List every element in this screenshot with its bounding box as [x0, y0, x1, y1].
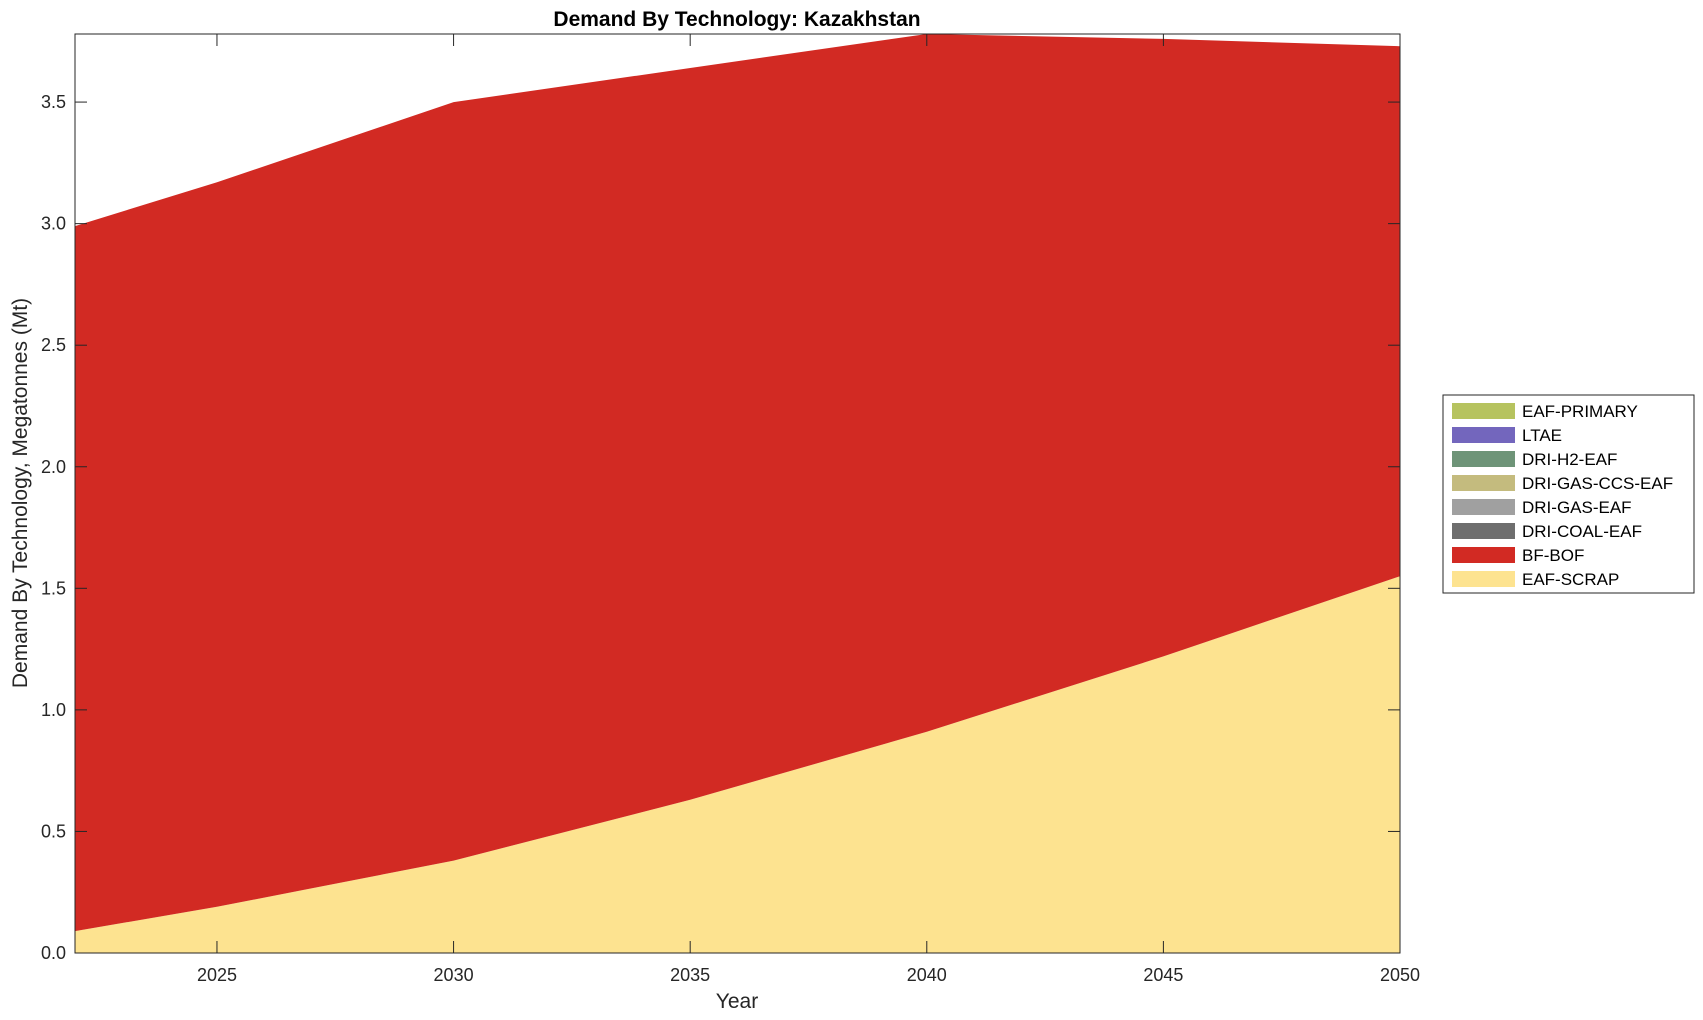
legend-swatch-bf-bof — [1452, 547, 1515, 563]
legend-swatch-dri-h2-eaf — [1452, 451, 1515, 467]
x-tick-label: 2045 — [1143, 965, 1183, 985]
y-tick-label: 0.0 — [41, 943, 66, 963]
y-tick-label: 3.0 — [41, 214, 66, 234]
y-tick-label: 0.5 — [41, 821, 66, 841]
y-axis-title: Demand By Technology, Megatonnes (Mt) — [9, 298, 32, 688]
legend-label-eaf-scrap: EAF-SCRAP — [1522, 570, 1619, 589]
x-tick-label: 2040 — [907, 965, 947, 985]
y-tick-label: 2.5 — [41, 335, 66, 355]
y-tick-label: 1.5 — [41, 578, 66, 598]
y-axis: 0.0 0.5 1.0 1.5 2.0 2.5 3.0 3.5 — [41, 92, 1400, 963]
legend-label-dri-coal-eaf: DRI-COAL-EAF — [1522, 522, 1642, 541]
y-tick-label: 1.0 — [41, 700, 66, 720]
plot-frame — [74, 33, 1401, 954]
legend-swatch-dri-coal-eaf — [1452, 523, 1515, 539]
chart-title: Demand By Technology: Kazakhstan — [553, 8, 920, 31]
x-axis-title: Year — [716, 990, 758, 1013]
legend-items: EAF-PRIMARY LTAE DRI-H2-EAF DRI-GAS-CCS-EAF… — [1452, 402, 1673, 589]
x-tick-label: 2035 — [670, 965, 710, 985]
legend-swatch-ltae — [1452, 427, 1515, 443]
area-bf-bof — [75, 34, 1400, 932]
legend-label-ltae: LTAE — [1522, 426, 1562, 445]
area-series-group — [75, 34, 1400, 953]
area-eaf-scrap — [75, 576, 1400, 953]
y-tick-label: 2.0 — [41, 457, 66, 477]
legend-label-dri-h2-eaf: DRI-H2-EAF — [1522, 450, 1617, 469]
legend-label-bf-bof: BF-BOF — [1522, 546, 1584, 565]
y-tick-label: 3.5 — [41, 92, 66, 112]
legend-swatch-dri-gas-eaf — [1452, 499, 1515, 515]
legend-swatch-dri-gas-ccs-eaf — [1452, 475, 1515, 491]
x-axis: 2025 2030 2035 2040 2045 2050 — [197, 34, 1420, 985]
legend: EAF-PRIMARY LTAE DRI-H2-EAF DRI-GAS-CCS-EAF… — [1442, 394, 1695, 594]
legend-swatch-eaf-primary — [1452, 403, 1515, 419]
legend-label-eaf-primary: EAF-PRIMARY — [1522, 402, 1638, 421]
legend-swatch-eaf-scrap — [1452, 571, 1515, 587]
legend-label-dri-gas-eaf: DRI-GAS-EAF — [1522, 498, 1632, 517]
legend-label-dri-gas-ccs-eaf: DRI-GAS-CCS-EAF — [1522, 474, 1673, 493]
x-tick-label: 2030 — [434, 965, 474, 985]
x-tick-label: 2050 — [1380, 965, 1420, 985]
x-tick-label: 2025 — [197, 965, 237, 985]
